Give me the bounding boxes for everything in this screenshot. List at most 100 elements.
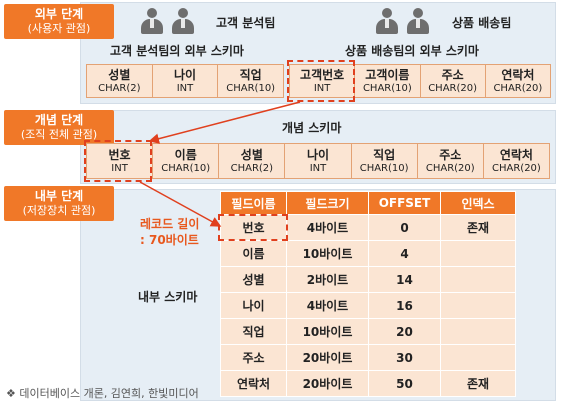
field-name: 직업: [239, 67, 262, 82]
table-cell: 2바이트: [286, 266, 369, 293]
internal-level-subtitle: (저장장치 관점): [22, 204, 96, 217]
field-name: 연락처: [501, 67, 535, 82]
field-type: CHAR(10): [226, 82, 276, 94]
team-a-name: 고객 분석팀: [216, 16, 276, 30]
column-header: 필드이름: [220, 191, 287, 215]
field-cell: 주소 CHAR(20): [421, 65, 486, 97]
conceptual-level-tag: 개념 단계 (조직 전체 관점): [4, 110, 114, 145]
table-cell: 0: [368, 214, 441, 241]
field-type: CHAR(20): [492, 162, 541, 174]
field-type: CHAR(2): [98, 82, 141, 94]
field-name: 이름: [174, 147, 197, 162]
field-name: 성별: [108, 67, 131, 82]
table-cell: [440, 318, 516, 345]
internal-schema-table: 필드이름 필드크기 OFFSET 인덱스 번호 4바이트 0 존재 이름 10바이트 4 …: [220, 191, 516, 397]
conceptual-schema-label: 개념 스키마: [282, 121, 342, 135]
field-cell: 이름 CHAR(10): [153, 144, 220, 178]
highlight-number: [84, 140, 152, 182]
table-cell: 14: [368, 266, 441, 293]
field-type: CHAR(20): [428, 82, 478, 94]
field-cell: 나이 INT: [285, 144, 352, 178]
field-type: CHAR(10): [161, 162, 211, 174]
field-name: 주소: [441, 67, 464, 82]
record-length-note: 레코드 길이 : 70바이트: [140, 216, 199, 248]
user-icon: [172, 8, 194, 34]
table-cell: 나이: [220, 292, 287, 319]
field-type: CHAR(10): [359, 162, 409, 174]
field-type: INT: [313, 82, 331, 94]
field-cell: 번호 INT: [87, 144, 154, 178]
highlight-number-field: [218, 214, 288, 241]
team-b-schema-label: 상품 배송팀의 외부 스키마: [345, 44, 479, 58]
field-cell: 연락처 CHAR(20): [486, 65, 550, 97]
team-b-name: 상품 배송팀: [452, 16, 512, 30]
field-name: 연락처: [499, 147, 533, 162]
source-footnote: ❖ 데이터베이스 개론, 김연희, 한빛미디어: [6, 387, 199, 400]
field-cell: 성별 CHAR(2): [219, 144, 286, 178]
field-name: 번호: [108, 147, 131, 162]
table-header-row: 필드이름 필드크기 OFFSET 인덱스: [220, 191, 516, 215]
internal-level-tag: 내부 단계 (저장장치 관점): [4, 186, 114, 221]
external-schema-a: 성별 CHAR(2) 나이 INT 직업 CHAR(10): [86, 64, 284, 98]
field-name: 직업: [373, 147, 396, 162]
field-name: 고객번호: [300, 67, 345, 82]
table-cell: 연락처: [220, 370, 287, 397]
external-level-tag: 외부 단계 (사용자 관점): [4, 4, 114, 39]
table-row: 번호 4바이트 0 존재: [220, 214, 516, 241]
field-type: INT: [111, 162, 128, 174]
internal-level-title: 내부 단계: [34, 189, 84, 203]
user-icon: [376, 8, 398, 34]
column-header: 인덱스: [440, 191, 516, 215]
field-cell: 고객이름 CHAR(10): [355, 65, 421, 97]
field-cell: 주소 CHAR(20): [418, 144, 484, 178]
field-type: CHAR(20): [425, 162, 475, 174]
internal-schema-label: 내부 스키마: [138, 290, 198, 304]
field-name: 주소: [439, 147, 462, 162]
table-cell: 50: [368, 370, 441, 397]
conceptual-schema: 번호 INT 이름 CHAR(10) 성별 CHAR(2) 나이 INT 직업 CHAR(…: [86, 143, 550, 179]
record-length-note-line2: : 70바이트: [140, 233, 199, 247]
field-name: 고객이름: [365, 67, 410, 82]
field-cell: 성별 CHAR(2): [87, 65, 153, 97]
conceptual-level-title: 개념 단계: [34, 113, 84, 127]
conceptual-level-subtitle: (조직 전체 관점): [20, 128, 98, 141]
user-icon: [407, 8, 429, 34]
column-header: OFFSET: [368, 191, 441, 215]
table-cell: 10바이트: [286, 318, 369, 345]
table-cell: [440, 240, 516, 267]
field-cell: 나이 INT: [153, 65, 219, 97]
field-type: INT: [176, 82, 194, 94]
table-cell: 20바이트: [286, 370, 369, 397]
table-cell: [440, 292, 516, 319]
table-cell: 존재: [440, 370, 516, 397]
table-row: 성별 2바이트 14: [220, 266, 516, 293]
field-type: CHAR(2): [230, 162, 274, 174]
field-type: CHAR(20): [493, 82, 543, 94]
mapping-arrow-internal: [139, 181, 222, 227]
mapping-arrow-external: [148, 101, 301, 144]
table-cell: 4바이트: [286, 292, 369, 319]
highlight-customer-number: [287, 60, 355, 102]
field-cell: 직업 CHAR(10): [352, 144, 418, 178]
team-a-schema-label: 고객 분석팀의 외부 스키마: [110, 44, 244, 58]
field-type: INT: [309, 162, 327, 174]
field-name: 나이: [306, 147, 330, 162]
table-cell: 존재: [440, 214, 516, 241]
table-row: 연락처 20바이트 50 존재: [220, 370, 516, 397]
table-row: 직업 10바이트 20: [220, 318, 516, 345]
field-type: CHAR(10): [362, 82, 412, 94]
user-icon: [141, 8, 163, 34]
external-level-subtitle: (사용자 관점): [27, 22, 91, 35]
field-cell: 직업 CHAR(10): [218, 65, 283, 97]
table-row: 나이 4바이트 16: [220, 292, 516, 319]
table-cell: 20: [368, 318, 441, 345]
external-schema-b: 고객번호 INT 고객이름 CHAR(10) 주소 CHAR(20) 연락처 CHAR(…: [289, 64, 551, 98]
field-cell: 연락처 CHAR(20): [484, 144, 549, 178]
record-length-note-line1: 레코드 길이: [140, 217, 200, 231]
external-level-title: 외부 단계: [34, 7, 84, 21]
field-name: 나이: [173, 67, 197, 82]
field-name: 성별: [240, 147, 263, 162]
table-cell: 성별: [220, 266, 287, 293]
table-cell: [440, 344, 516, 371]
